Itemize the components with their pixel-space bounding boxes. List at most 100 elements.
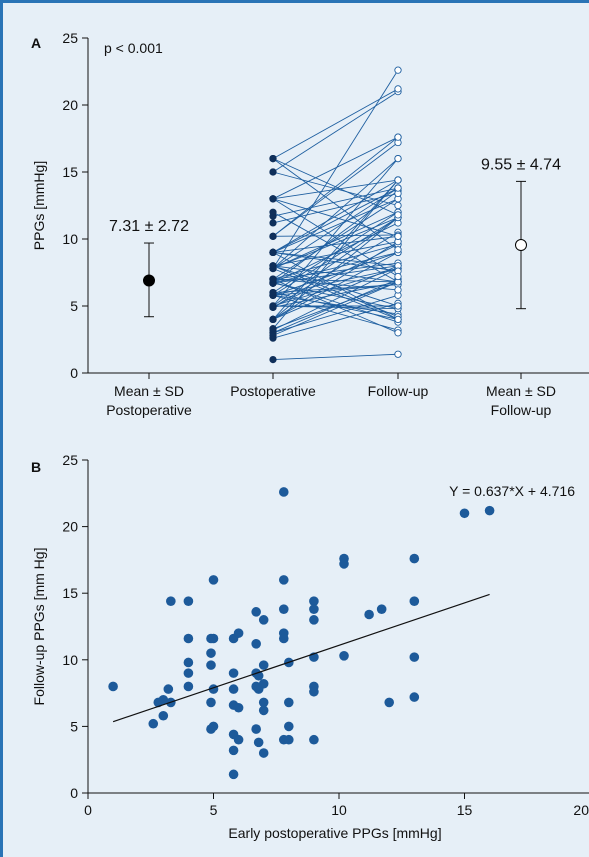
panel-a-follow-up-point [394, 201, 402, 210]
panel-a-pair-line [272, 284, 399, 294]
panel-a-y-tick-label: 5 [70, 298, 78, 314]
panel-a-pair-line [272, 198, 399, 277]
panel-a-x-tick-label: Mean ± SD [486, 383, 556, 399]
panel-a-postoperative-point [269, 275, 277, 283]
panel-b-scatter-point [208, 575, 219, 585]
panel-a-postoperative-point [269, 315, 277, 323]
panel-a-postoperative-point [269, 288, 277, 297]
panel-a-mean-marker [143, 274, 155, 287]
panel-a-pair-line [272, 252, 399, 320]
panel-a-follow-up-point [394, 302, 402, 310]
panel-b-scatter-point [258, 660, 269, 670]
panel-a-postoperative-point [269, 219, 277, 227]
panel-a-follow-up-point [394, 184, 402, 192]
panel-a-y-tick-label: 20 [62, 97, 78, 113]
panel-a-follow-up-point [394, 211, 402, 219]
panel-a-pair-line [272, 265, 399, 284]
panel-a-pair-line [272, 231, 399, 308]
panel-a-pair-line [272, 265, 399, 283]
panel-a-follow-up-point [394, 246, 402, 254]
panel-a-pair-line [272, 179, 399, 330]
panel-b-scatter-point [258, 615, 269, 625]
panel-a-mean-marker [515, 239, 527, 252]
panel-b-x-axis-title: Early postoperative PPGs [mmHg] [228, 825, 441, 841]
panel-b-scatter-point [258, 697, 269, 708]
panel-a-follow-up-point [394, 133, 402, 141]
panel-a-pair-line [272, 136, 399, 200]
panel-a-follow-up-point [394, 232, 402, 240]
panel-a-pair-line [272, 302, 399, 339]
panel-b-scatter-point [284, 734, 294, 745]
panel-a-annotation: p < 0.001 [104, 40, 163, 56]
panel-a-pair-line [272, 171, 399, 206]
panel-b-scatter-point [384, 697, 395, 708]
panel-a-postoperative-point [269, 302, 277, 310]
panel-b-scatter-point [251, 639, 261, 649]
panel-a-x-tick-label: Follow-up [368, 383, 429, 399]
panel-b-scatter-point [183, 681, 194, 692]
panel-b-scatter-point [376, 604, 387, 614]
figure-top-border [0, 0, 589, 3]
panel-a-pair-line [272, 294, 399, 334]
panel-b-scatter-point [183, 668, 194, 678]
panel-a-follow-up-point [394, 176, 402, 184]
panel-b-x-tick-label: 0 [84, 802, 92, 818]
panel-b-x-tick-label: 15 [457, 802, 473, 818]
panel-b-y-axis-title: Follow-up PPGs [mm Hg] [31, 548, 47, 706]
panel-a-pair-line [272, 281, 399, 330]
panel-b-scatter-point [253, 737, 264, 748]
panel-b-scatter-point [459, 508, 470, 519]
panel-b-scatter-point [284, 697, 294, 708]
panel-b-scatter-point [339, 559, 349, 569]
panel-b-y-tick-label: 5 [70, 718, 78, 734]
panel-b-scatter-point [258, 748, 269, 758]
panel-a-pair-line [272, 278, 399, 291]
panel-a-pair-line [272, 234, 399, 237]
panel-a-y-axis-title: PPGs [mmHg] [31, 161, 47, 250]
panel-a-pair-line [272, 282, 399, 310]
panel-b-scatter-point [309, 686, 319, 697]
panel-a-postoperative-point [269, 208, 277, 216]
panel-a-postoperative-point [269, 248, 277, 256]
panel-a-pair-line [272, 179, 399, 320]
panel-b-equation: Y = 0.637*X + 4.716 [449, 483, 575, 499]
panel-a-postoperative-point [269, 195, 277, 203]
panel-a-pair-line [272, 211, 399, 283]
panel-b-scatter-point [309, 734, 319, 745]
panel-b-scatter-point [278, 575, 289, 585]
panel-b-scatter-point [233, 628, 244, 638]
panel-a-chart: A p < 0.001 0 5 10 15 20 25 PPGs [mmHg] Mean ± … [31, 30, 589, 418]
panel-a-mean-sd-label: 7.31 ± 2.72 [109, 218, 189, 235]
panel-b-scatter-point [183, 596, 194, 606]
panel-a-pair-line [272, 278, 399, 334]
panel-b-x-tick-label: 10 [331, 802, 347, 818]
panel-a-pair-line [272, 193, 399, 224]
panel-b-scatter-point [251, 607, 261, 617]
panel-b-scatter-point [484, 505, 495, 516]
panel-a-pair-line [272, 179, 399, 200]
panel-a-follow-up-point [394, 286, 402, 294]
panel-b-scatter-point [228, 684, 239, 694]
panel-b-scatter-point [253, 684, 264, 694]
panel-b-scatter-point [309, 596, 319, 606]
panel-b-scatter-point [309, 615, 319, 625]
panel-a-pair-line [272, 158, 399, 216]
panel-a-pair-line [272, 251, 399, 272]
panel-b-scatter-point [278, 633, 289, 644]
panel-b-y-tick-label: 0 [70, 785, 78, 801]
panel-a-y-tick-label: 10 [62, 231, 78, 247]
panel-a-label: A [31, 35, 41, 51]
panel-a-postoperative-point [269, 262, 277, 270]
panel-a-pair-line [272, 211, 399, 269]
panel-b-scatter-point [206, 633, 216, 644]
panel-b-regression-line [112, 593, 490, 723]
panel-b-scatter-point [206, 648, 216, 658]
panel-b-scatter-point [228, 668, 239, 678]
panel-a-pair-line [272, 91, 399, 173]
panel-b-y-tick-label: 25 [62, 452, 78, 468]
panel-a-plot-area: 0 5 10 15 20 25 PPGs [mmHg] Mean ± SD Postoperat… [31, 30, 589, 418]
panel-b-x-tick-label: 20 [573, 802, 589, 818]
panel-b-scatter-point [409, 652, 420, 662]
panel-a-follow-up-point [394, 315, 402, 324]
panel-b-scatter-point [228, 745, 239, 756]
